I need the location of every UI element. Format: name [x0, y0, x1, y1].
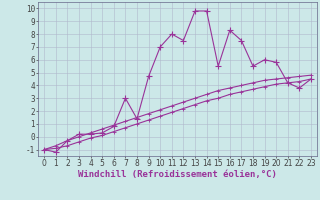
X-axis label: Windchill (Refroidissement éolien,°C): Windchill (Refroidissement éolien,°C)	[78, 170, 277, 179]
